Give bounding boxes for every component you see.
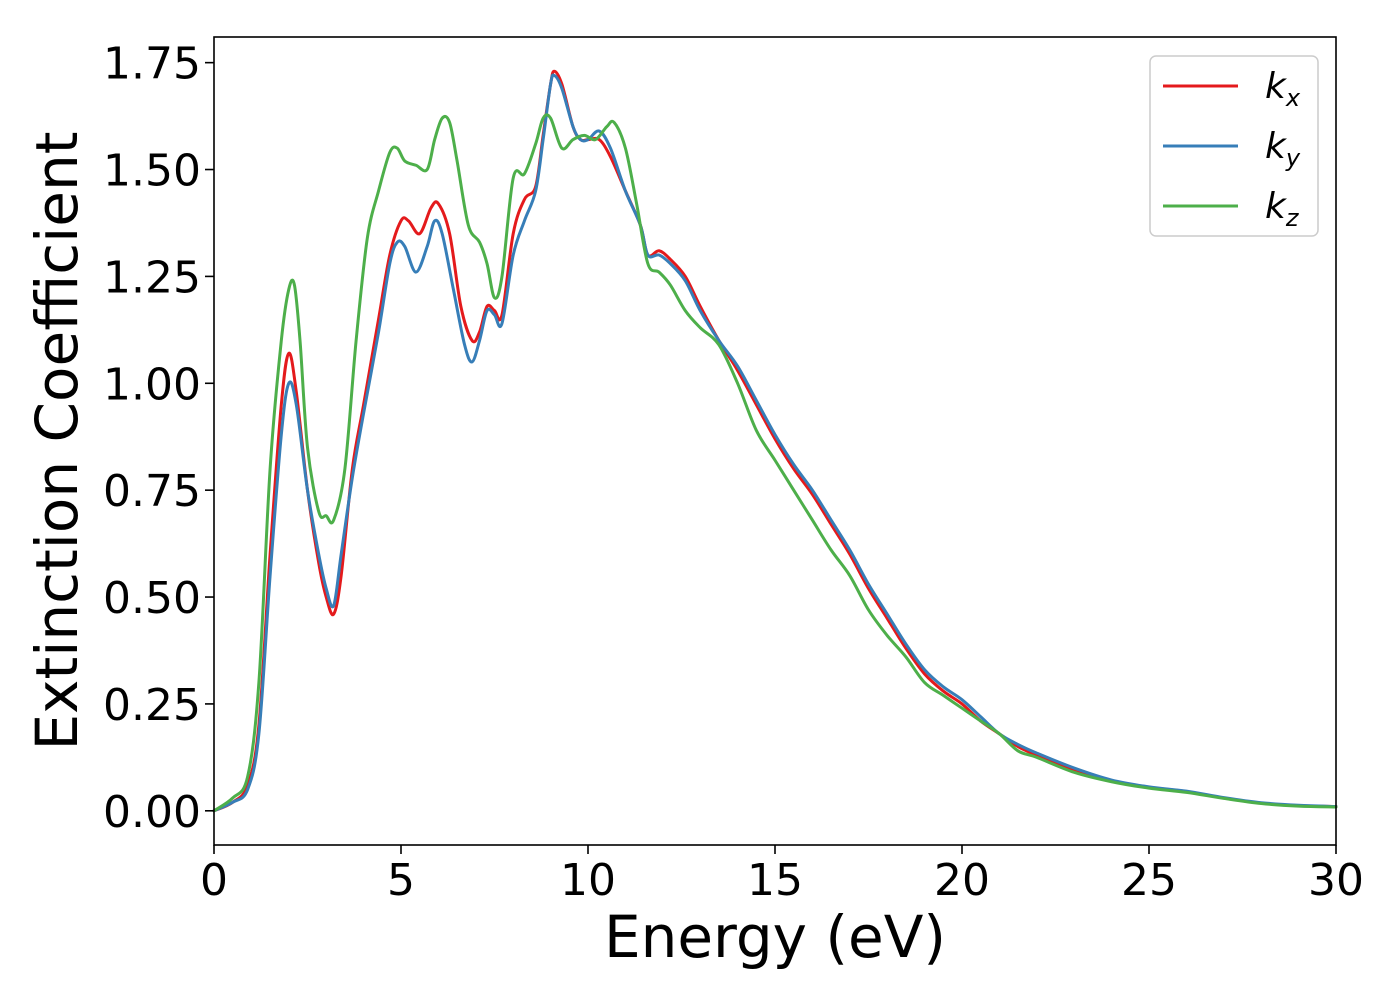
series-line-ky <box>212 73 1338 813</box>
y-tick-label: 0.25 <box>103 680 201 731</box>
legend: kx ky kz <box>1149 55 1319 237</box>
x-tick-label: 10 <box>560 855 616 906</box>
x-axis-title: Energy (eV) <box>604 903 946 971</box>
y-tick-label: 1.75 <box>103 39 201 90</box>
y-axis-title: Extinction Coefficient <box>23 132 91 751</box>
y-tick-label: 0.00 <box>103 787 201 838</box>
y-tick-label: 1.50 <box>103 146 201 197</box>
legend-label-ky: ky <box>1265 126 1301 172</box>
x-tick-label: 25 <box>1121 855 1177 906</box>
y-tick-label: 0.50 <box>103 573 201 624</box>
x-tick-label: 5 <box>387 855 415 906</box>
y-tick-label: 0.75 <box>103 466 201 517</box>
x-tick-label: 0 <box>200 855 228 906</box>
y-tick-label: 1.00 <box>103 359 201 410</box>
x-tick-label: 20 <box>934 855 990 906</box>
y-tick-label: 1.25 <box>103 252 201 303</box>
x-tick-label: 15 <box>747 855 803 906</box>
x-axis: 0 5 10 15 20 25 30 <box>200 845 1364 906</box>
y-axis: 0.00 0.25 0.50 0.75 1.00 1.25 1.50 1.75 <box>103 39 214 838</box>
x-tick-label: 30 <box>1308 855 1364 906</box>
legend-label-kz: kz <box>1265 186 1300 232</box>
series-layer <box>212 69 1338 813</box>
legend-label-kx: kx <box>1265 66 1301 112</box>
series-line-kz <box>212 113 1338 813</box>
